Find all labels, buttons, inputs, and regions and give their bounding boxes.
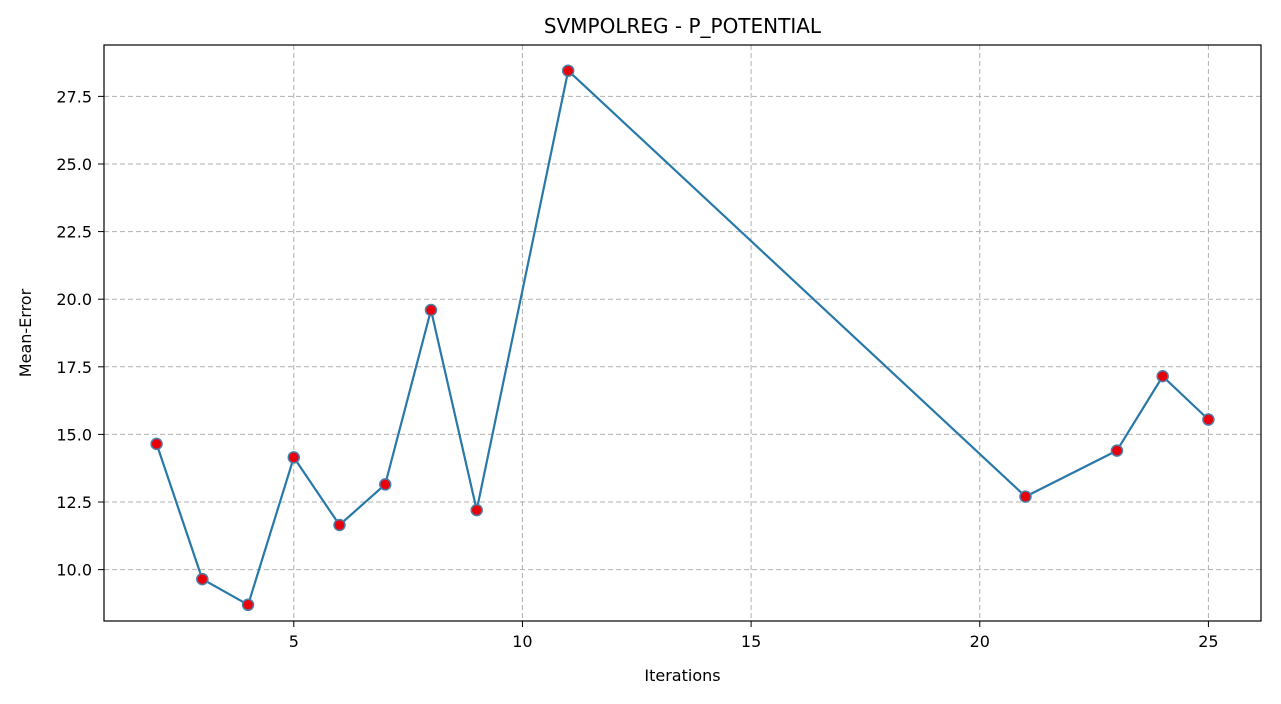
data-point-marker xyxy=(561,64,575,77)
y-tick-label: 10.0 xyxy=(56,561,92,580)
data-point-marker xyxy=(1202,413,1215,426)
y-tick-label: 17.5 xyxy=(56,358,92,377)
x-tick-label: 10 xyxy=(512,632,532,651)
data-point-marker xyxy=(424,303,438,317)
data-point-marker xyxy=(196,572,209,586)
y-tick-label: 22.5 xyxy=(56,223,92,242)
x-tick-label: 20 xyxy=(970,632,990,651)
y-tick-label: 27.5 xyxy=(56,87,92,106)
marker-layer xyxy=(150,64,1215,612)
grid-layer xyxy=(104,45,1261,621)
plot-area-frame xyxy=(103,44,1262,622)
data-point-marker xyxy=(1110,444,1124,457)
data-point-marker xyxy=(241,598,255,612)
chart-title: SVMPOLREG - P_POTENTIAL xyxy=(544,14,822,38)
y-axis-label: Mean-Error xyxy=(16,288,35,377)
data-point-marker xyxy=(333,518,346,532)
data-point-marker xyxy=(470,503,483,517)
x-tick-label: 5 xyxy=(289,632,299,651)
y-tick-label: 20.0 xyxy=(56,290,92,309)
series-line xyxy=(155,69,1210,606)
y-tick-label: 25.0 xyxy=(56,155,92,174)
y-tick-label: 15.0 xyxy=(56,425,92,444)
x-axis-label: Iterations xyxy=(644,666,720,685)
series-line-layer xyxy=(155,69,1210,606)
tick-layer: 5 10 15 20 25 10.0 12.5 15.0 17.5 20.0 22.5 25.0 27.… xyxy=(56,87,1218,651)
data-point-marker xyxy=(1156,370,1169,383)
data-point-marker xyxy=(378,478,392,491)
y-tick-label: 12.5 xyxy=(56,493,92,512)
data-point-marker xyxy=(287,451,301,464)
x-tick-label: 15 xyxy=(741,632,761,651)
data-point-marker xyxy=(1019,490,1032,503)
x-tick-label: 25 xyxy=(1198,632,1218,651)
data-point-marker xyxy=(150,437,163,451)
